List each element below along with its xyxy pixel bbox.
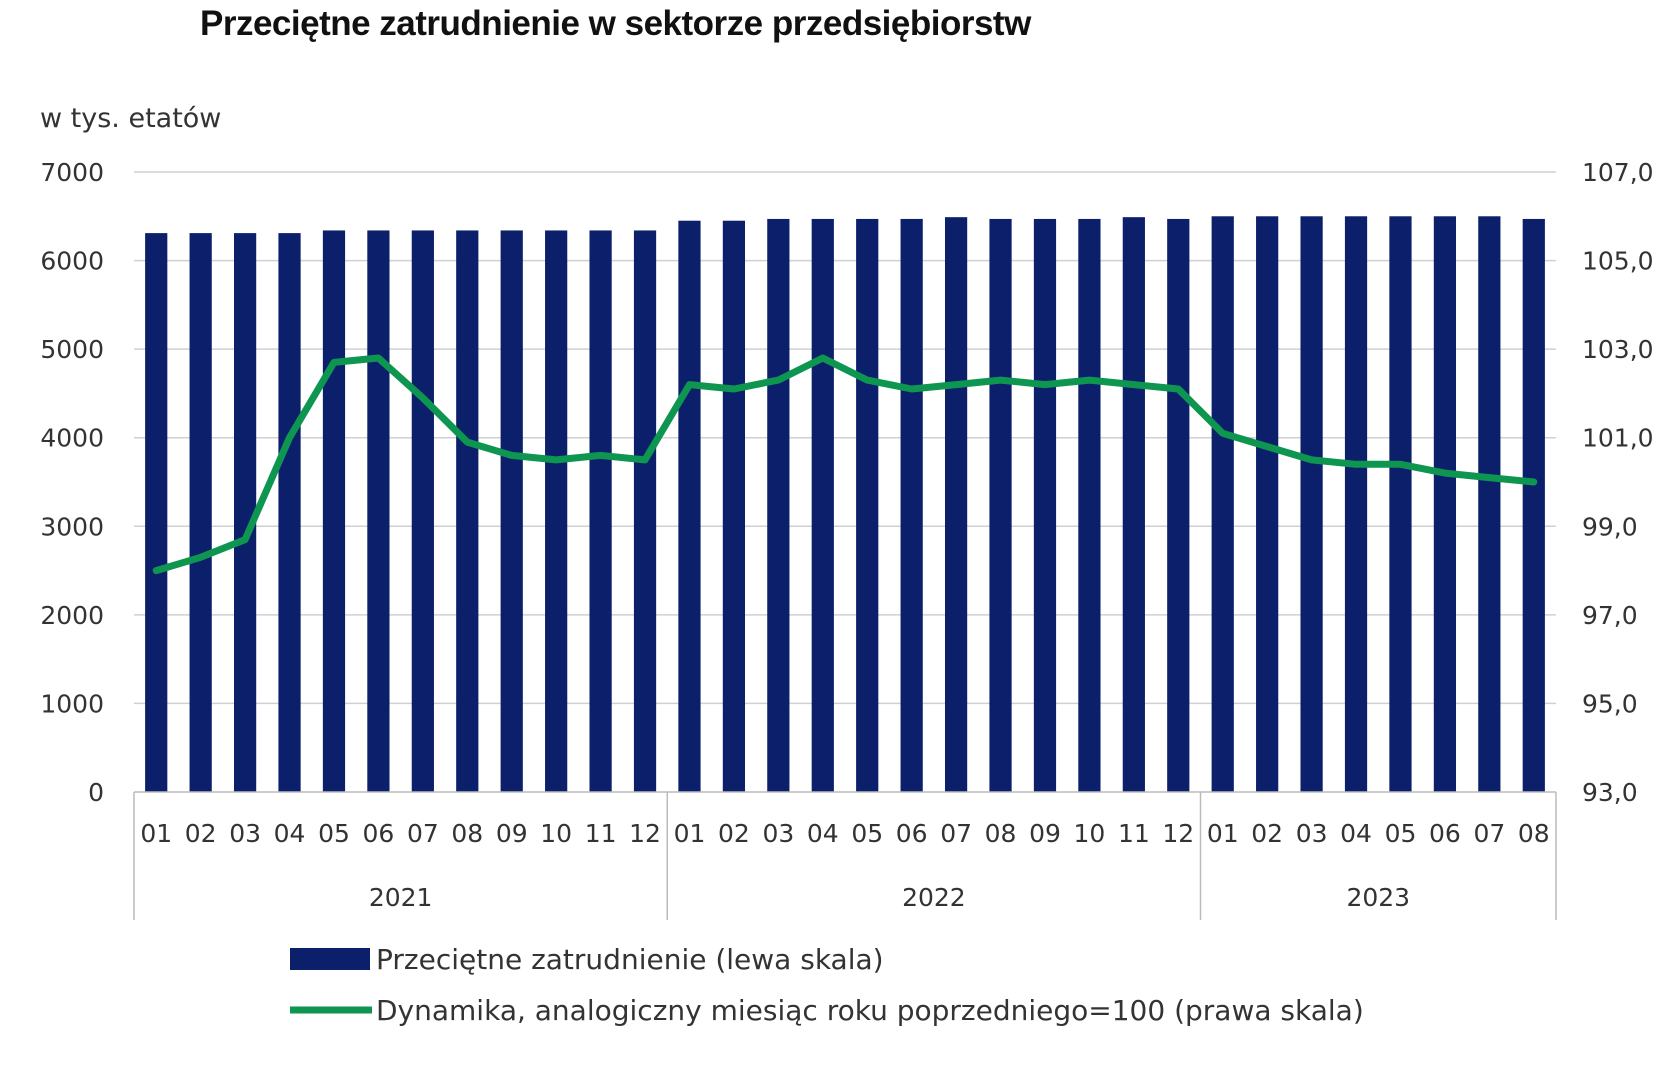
bar <box>1522 218 1545 792</box>
x-tick-label: 12 <box>1162 819 1194 848</box>
x-tick-label: 02 <box>1251 819 1283 848</box>
x-tick-label: 03 <box>762 819 794 848</box>
bar <box>545 230 568 792</box>
year-label: 2021 <box>369 883 433 912</box>
bar <box>633 230 657 792</box>
x-tick-label: 05 <box>318 819 350 848</box>
bar <box>1389 216 1412 793</box>
y-tick-right: 107,0 <box>1582 158 1654 187</box>
x-tick-label: 08 <box>985 819 1017 848</box>
bar <box>1256 216 1279 793</box>
year-label: 2023 <box>1346 883 1410 912</box>
x-tick-label: 08 <box>451 819 483 848</box>
y-tick-right: 103,0 <box>1582 335 1654 364</box>
y-tick-left: 5000 <box>40 335 104 364</box>
line-series <box>152 354 1538 575</box>
bar-series <box>145 216 1545 793</box>
bar <box>278 233 301 793</box>
x-tick-label: 06 <box>1429 819 1461 848</box>
x-tick-label: 04 <box>807 819 839 848</box>
x-tick-label: 11 <box>1118 819 1150 848</box>
bar <box>1167 218 1190 792</box>
x-tick-label: 01 <box>140 819 172 848</box>
x-tick-label: 07 <box>407 819 439 848</box>
bar <box>944 217 968 792</box>
bar <box>589 230 612 792</box>
y-tick-right: 101,0 <box>1582 424 1654 453</box>
bar <box>678 220 701 792</box>
y-tick-right: 105,0 <box>1582 247 1654 276</box>
y-axis-right: 93,0 95,0 97,0 99,0 101,0 103,0 105,0 107,0 <box>1582 158 1654 807</box>
x-tick-label: 07 <box>1473 819 1505 848</box>
x-axis: 01 02 03 04 05 06 07 08 09 10 11 12 01 02 03 04 05 06 07 08… <box>133 791 1557 920</box>
x-tick-label: 02 <box>185 819 217 848</box>
x-tick-label: 05 <box>851 819 883 848</box>
x-tick-label: 06 <box>363 819 395 848</box>
chart-title: Przeciętne zatrudnienie w sektorze przed… <box>200 4 1031 43</box>
bar <box>1078 218 1101 792</box>
x-tick-label: 09 <box>496 819 528 848</box>
line-series-path <box>152 354 1538 575</box>
bar <box>500 230 523 792</box>
x-tick-label: 07 <box>940 819 972 848</box>
bar <box>456 230 479 792</box>
x-tick-label: 01 <box>674 819 706 848</box>
bar <box>1478 216 1501 793</box>
bar <box>411 230 434 792</box>
bar <box>1122 217 1145 792</box>
y-tick-right: 93,0 <box>1582 778 1638 807</box>
x-tick-label: 09 <box>1029 819 1061 848</box>
y-tick-right: 99,0 <box>1582 512 1638 541</box>
bar <box>367 230 390 792</box>
bar <box>1433 216 1457 793</box>
x-tick-label: 12 <box>629 819 661 848</box>
bar <box>189 233 212 793</box>
x-tick-label: 10 <box>1074 819 1106 848</box>
bar <box>722 220 746 792</box>
bar <box>1211 216 1234 793</box>
x-tick-label: 04 <box>274 819 306 848</box>
legend: Przeciętne zatrudnienie (lewa skala) Dyn… <box>290 943 1364 1027</box>
bar <box>856 218 879 792</box>
bar <box>989 218 1012 792</box>
y-axis-left: 0 1000 2000 3000 4000 5000 6000 7000 <box>40 158 104 807</box>
y-axis-label-left: w tys. etatów <box>40 103 221 134</box>
x-tick-label: 05 <box>1385 819 1417 848</box>
y-tick-left: 0 <box>88 778 104 807</box>
bar <box>1300 216 1323 793</box>
y-tick-right: 97,0 <box>1582 601 1638 630</box>
y-tick-left: 4000 <box>40 424 104 453</box>
x-tick-label: 03 <box>229 819 261 848</box>
year-label: 2022 <box>902 883 966 912</box>
y-tick-right: 95,0 <box>1582 689 1638 718</box>
x-tick-label: 08 <box>1518 819 1550 848</box>
y-tick-left: 2000 <box>40 601 104 630</box>
y-tick-left: 6000 <box>40 247 104 276</box>
x-tick-label: 10 <box>540 819 572 848</box>
legend-label-bar: Przeciętne zatrudnienie (lewa skala) <box>376 943 884 976</box>
bar <box>145 233 168 793</box>
y-tick-left: 3000 <box>40 512 104 541</box>
bar <box>811 218 834 792</box>
bar <box>1033 218 1057 792</box>
y-tick-left: 1000 <box>40 689 104 718</box>
x-tick-label: 06 <box>896 819 928 848</box>
x-tick-label: 11 <box>585 819 617 848</box>
legend-swatch-bar <box>290 948 370 970</box>
bar <box>900 218 923 792</box>
x-tick-label: 02 <box>718 819 750 848</box>
y-tick-left: 7000 <box>40 158 104 187</box>
bar <box>1344 216 1368 793</box>
bar <box>767 218 790 792</box>
x-tick-label: 04 <box>1340 819 1372 848</box>
legend-label-line: Dynamika, analogiczny miesiąc roku poprz… <box>376 994 1364 1027</box>
gridlines <box>134 171 1556 705</box>
bar <box>322 230 346 792</box>
x-tick-label: 01 <box>1207 819 1239 848</box>
x-tick-label: 03 <box>1296 819 1328 848</box>
bar <box>233 233 257 793</box>
